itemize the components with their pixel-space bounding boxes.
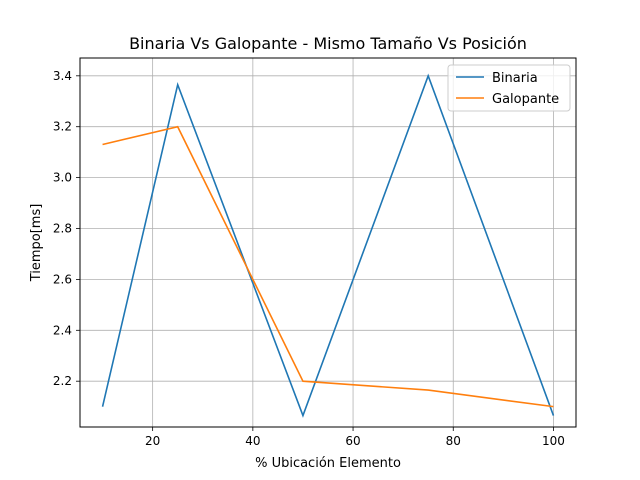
legend: Binaria Galopante <box>447 64 571 112</box>
x-axis: 20 40 60 80 100 <box>145 427 565 448</box>
x-tick-label: 80 <box>446 434 461 448</box>
plot-area-frame <box>79 57 577 428</box>
x-tick-label: 40 <box>245 434 260 448</box>
x-tick-label: 60 <box>345 434 360 448</box>
y-tick-label: 3.4 <box>53 69 72 83</box>
x-tick-label: 20 <box>145 434 160 448</box>
y-tick-label: 2.2 <box>53 374 72 388</box>
y-tick-label: 2.8 <box>53 222 72 236</box>
y-tick-label: 3.2 <box>53 120 72 134</box>
series-line-binaria <box>101 73 555 418</box>
series-group <box>101 73 555 418</box>
x-tick-label: 100 <box>542 434 565 448</box>
grid <box>80 58 576 427</box>
y-tick-label: 2.4 <box>53 323 72 337</box>
legend-label: Binaria <box>492 71 538 86</box>
y-axis: 2.2 2.4 2.6 2.8 3.0 3.2 3.4 <box>53 69 80 388</box>
x-axis-label: % Ubicación Elemento <box>255 456 401 471</box>
series-line-galopante <box>102 125 554 408</box>
chart-title: Binaria Vs Galopante - Mismo Tamaño Vs P… <box>129 34 527 53</box>
y-tick-label: 3.0 <box>53 171 72 185</box>
y-tick-label: 2.6 <box>53 272 72 286</box>
y-axis-label: Tiempo[ms] <box>29 204 44 283</box>
legend-label: Galopante <box>492 92 559 107</box>
